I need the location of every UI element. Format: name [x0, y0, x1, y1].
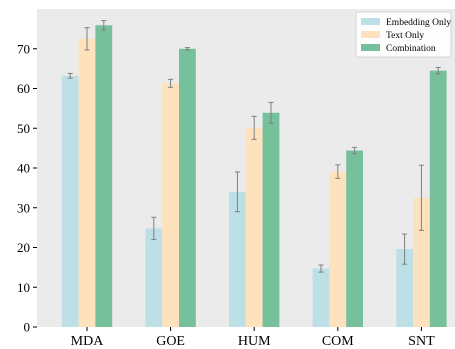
bar	[61, 75, 79, 327]
bar	[329, 171, 347, 327]
legend-label: Text Only	[386, 31, 424, 41]
y-tick-label: 40	[17, 161, 30, 176]
bar	[229, 191, 246, 327]
legend-swatch	[361, 44, 380, 51]
legend-swatch	[361, 18, 380, 25]
error-bar-group	[67, 20, 441, 273]
bar	[95, 25, 113, 328]
bar	[429, 70, 447, 328]
bar	[145, 228, 163, 327]
x-tick-label: SNT	[408, 334, 435, 349]
y-tick-label: 70	[17, 41, 30, 56]
bar	[245, 127, 263, 327]
y-tick-label: 10	[17, 280, 30, 295]
legend: Embedding Only Text Only Combination	[355, 11, 451, 58]
y-tick-label: 60	[17, 81, 30, 96]
x-tick-label: MDA	[71, 334, 105, 349]
legend-label: Embedding Only	[386, 18, 451, 28]
y-axis: 0 10 20 30 40 50 60 70	[17, 41, 37, 335]
x-axis: MDA GOE HUM COM SNT	[71, 327, 435, 349]
bar	[312, 268, 330, 327]
y-tick-label: 0	[24, 320, 31, 335]
bar	[262, 112, 280, 327]
y-tick-label: 20	[17, 240, 30, 255]
y-tick-label: 30	[17, 200, 30, 215]
bar	[413, 197, 430, 327]
legend-swatch	[361, 31, 380, 38]
x-tick-label: GOE	[156, 334, 185, 349]
y-tick-label: 50	[17, 121, 30, 136]
x-tick-label: HUM	[238, 334, 271, 349]
bar	[162, 83, 179, 328]
bar	[78, 38, 96, 327]
bar	[179, 48, 196, 327]
bar	[346, 150, 363, 327]
bar-group	[61, 25, 447, 328]
bar	[396, 249, 413, 327]
legend-label: Combination	[386, 44, 436, 54]
x-tick-label: COM	[322, 334, 354, 349]
